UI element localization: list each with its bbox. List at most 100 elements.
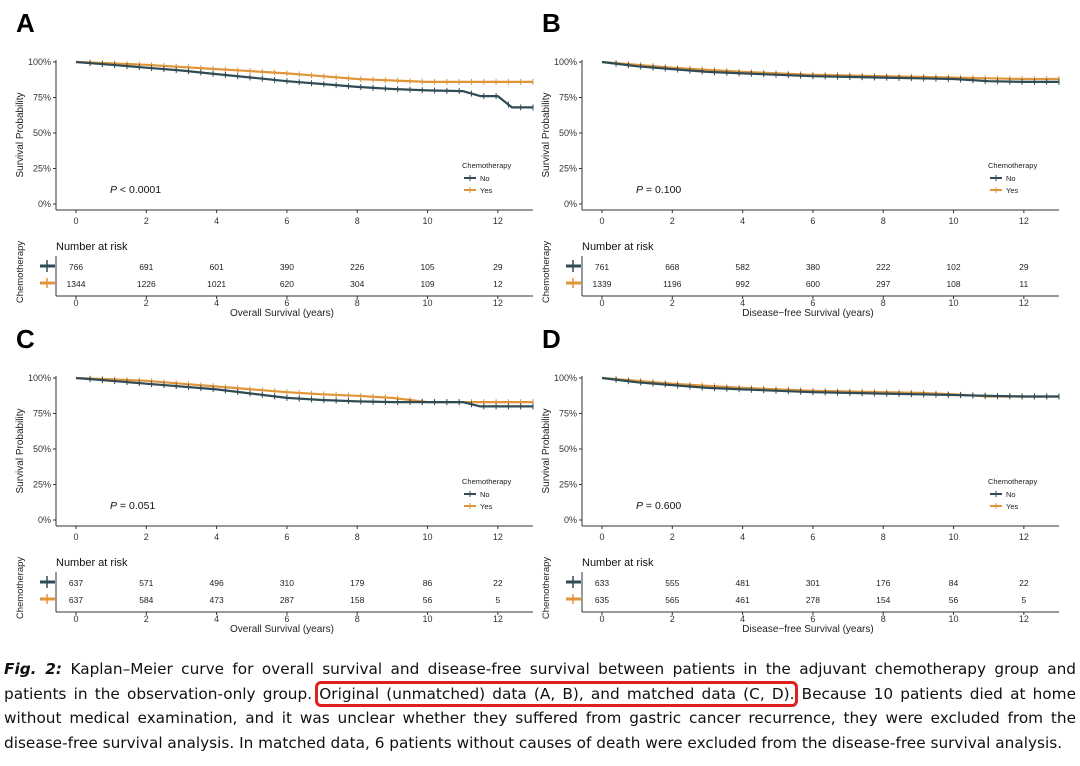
y-tick-label: 25% [559,164,577,174]
x-axis-title: Disease−free Survival (years) [742,624,873,635]
risk-count-no: 496 [210,578,224,588]
km-curve-yes [75,60,533,83]
y-tick-label: 50% [33,444,51,454]
y-tick-label: 25% [33,164,51,174]
x-tick-label: 0 [599,532,604,542]
risk-count-yes: 635 [595,595,609,605]
risk-count-yes: 56 [949,595,959,605]
risk-count-yes: 5 [1021,595,1026,605]
risk-x-tick-label: 6 [810,614,815,624]
risk-count-no: 105 [420,262,434,272]
risk-y-title: Chemotherapy [541,557,552,620]
risk-count-no: 380 [806,262,820,272]
x-tick-label: 2 [144,532,149,542]
risk-count-no: 691 [139,262,153,272]
x-tick-label: 6 [284,532,289,542]
risk-count-no: 310 [280,578,294,588]
risk-count-yes: 108 [946,279,960,289]
risk-x-tick-label: 0 [599,614,604,624]
panel-d: D 0% 25% 50% 75% 100% 0 2 4 6 8 10 12 Survival Probab… [541,324,1060,635]
risk-count-no: 390 [280,262,294,272]
risk-count-yes: 297 [876,279,890,289]
risk-count-yes: 1344 [67,279,86,289]
risk-count-no: 22 [1019,578,1029,588]
y-axis-title: Survival Probability [15,408,26,493]
risk-count-no: 668 [665,262,679,272]
risk-count-yes: 565 [665,595,679,605]
risk-count-yes: 5 [495,595,500,605]
x-tick-label: 4 [740,216,745,226]
p-value: P = 0.051 [110,500,155,512]
legend-label: No [1006,174,1016,183]
risk-count-no: 222 [876,262,890,272]
risk-x-tick-label: 0 [73,614,78,624]
risk-x-tick-label: 12 [493,614,503,624]
x-tick-label: 0 [73,532,78,542]
y-tick-label: 25% [559,480,577,490]
risk-count-yes: 12 [493,279,503,289]
risk-title: Number at risk [582,557,654,569]
panel-letter: A [16,8,35,38]
y-tick-label: 50% [559,128,577,138]
y-tick-label: 75% [559,409,577,419]
y-tick-label: 75% [33,409,51,419]
risk-count-no: 86 [423,578,433,588]
risk-count-yes: 278 [806,595,820,605]
legend-title: Chemotherapy [988,477,1037,486]
p-value: P = 0.600 [636,500,681,512]
risk-y-title: Chemotherapy [541,241,552,304]
panel-a: A 0% 25% 50% 75% 100% 0 2 4 6 8 10 12 Survival Probab… [15,8,534,319]
x-tick-label: 4 [214,216,219,226]
km-curve-yes [601,376,1059,398]
y-tick-label: 75% [559,93,577,103]
x-tick-label: 10 [949,216,959,226]
risk-x-tick-label: 6 [810,298,815,308]
risk-x-tick-label: 8 [355,298,360,308]
x-tick-label: 8 [881,216,886,226]
p-value: P = 0.100 [636,184,681,196]
risk-count-yes: 304 [350,279,364,289]
risk-count-yes: 1196 [663,279,682,289]
legend-label: No [1006,490,1016,499]
risk-x-tick-label: 4 [740,614,745,624]
x-tick-label: 2 [144,216,149,226]
legend-label: Yes [1006,186,1018,195]
x-tick-label: 12 [1019,532,1029,542]
caption-text-1: Kaplan–Meier curve for overall survival … [4,660,1076,703]
risk-y-title: Chemotherapy [15,241,26,304]
x-tick-label: 4 [214,532,219,542]
risk-count-yes: 56 [423,595,433,605]
x-tick-label: 6 [810,532,815,542]
caption-text-2: Because 10 patients died at home without… [4,684,1076,752]
risk-count-yes: 600 [806,279,820,289]
y-tick-label: 75% [33,93,51,103]
figure-caption: Fig. 2: Kaplan–Meier curve for overall s… [4,657,1076,755]
p-value: P < 0.0001 [110,184,161,196]
panel-c: C 0% 25% 50% 75% 100% 0 2 4 6 8 10 12 Survival Probab… [15,324,534,635]
risk-x-tick-label: 12 [1019,614,1029,624]
km-curve-yes [601,60,1059,81]
x-tick-label: 0 [599,216,604,226]
risk-count-no: 29 [493,262,503,272]
y-axis-title: Survival Probability [15,92,26,177]
risk-count-yes: 637 [69,595,83,605]
risk-x-tick-label: 2 [670,614,675,624]
y-tick-label: 0% [38,515,51,525]
risk-title: Number at risk [56,557,128,569]
y-tick-label: 100% [28,373,51,383]
legend-title: Chemotherapy [988,161,1037,170]
y-tick-label: 100% [28,57,51,67]
risk-count-yes: 158 [350,595,364,605]
x-tick-label: 6 [810,216,815,226]
risk-x-tick-label: 8 [355,614,360,624]
x-tick-label: 6 [284,216,289,226]
risk-x-tick-label: 4 [214,298,219,308]
risk-count-no: 179 [350,578,364,588]
risk-count-no: 481 [736,578,750,588]
caption-label: Fig. 2: [4,660,63,678]
legend-label: Yes [1006,502,1018,511]
risk-y-title: Chemotherapy [15,557,26,620]
risk-count-no: 226 [350,262,364,272]
y-tick-label: 0% [38,199,51,209]
x-tick-label: 12 [493,532,503,542]
